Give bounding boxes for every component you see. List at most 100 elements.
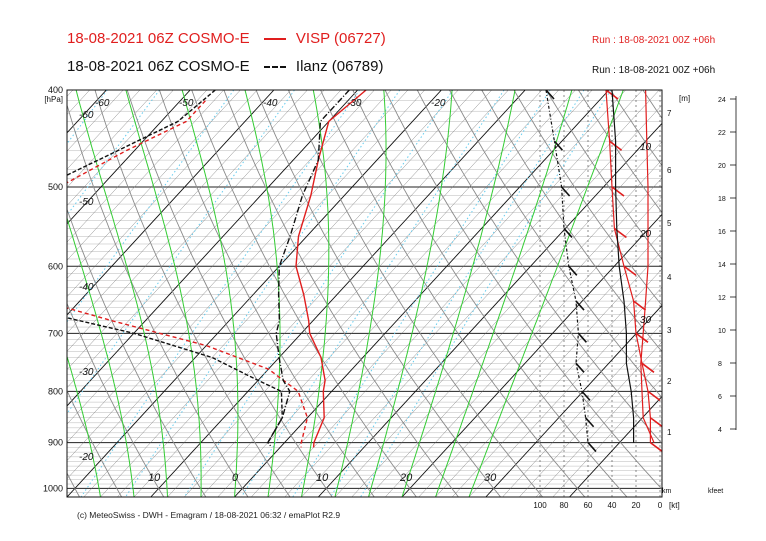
- visp-wind-barb: [611, 186, 625, 197]
- isotherm-left-label: -60: [79, 110, 94, 121]
- isotherm-line: [368, 177, 662, 497]
- ilanz-wind-barb: [545, 90, 555, 100]
- isotherm-left-label: -30: [79, 367, 94, 378]
- feet-tick-label: 22: [718, 130, 726, 137]
- visp-model-run: 18-08-2021 06Z COSMO-E: [67, 30, 250, 47]
- isotherm-line: [67, 90, 241, 279]
- ilanz-wind-barb: [568, 265, 578, 276]
- height-tick-label: 4: [667, 273, 672, 282]
- visp-station-name: VISP (06727): [295, 30, 386, 47]
- feet-tick-label: 16: [718, 229, 726, 236]
- isotherm-bottom-label: 20: [399, 472, 413, 484]
- isotherm-left-label: -50: [79, 197, 94, 208]
- isotherm-line: [234, 90, 610, 497]
- ilanz-wind-barb: [581, 390, 591, 401]
- wind-axis-tick: 100: [533, 501, 547, 510]
- isotherm-line: [67, 90, 442, 497]
- visp-wind-barb: [649, 441, 662, 453]
- dry-adiabat-line: [67, 207, 207, 497]
- dry-adiabat-line: [94, 90, 291, 497]
- dry-adiabat-line: [0, 90, 37, 497]
- pressure-axis-label: [hPa]: [44, 95, 63, 104]
- isotherm-line: [67, 90, 308, 352]
- isotherm-line: [401, 213, 662, 497]
- isotherm-top-label: -50: [179, 98, 194, 109]
- dry-adiabat-line: [352, 90, 628, 497]
- isotherm-line: [67, 90, 208, 243]
- visp-wind-barb: [635, 332, 649, 343]
- moist-adiabat-line: [125, 90, 202, 497]
- isotherm-line: [502, 323, 662, 497]
- wind-axis-tick: 40: [608, 501, 617, 510]
- dry-adiabat-line: [675, 90, 766, 497]
- pressure-tick-label: 700: [48, 328, 63, 338]
- height-tick-label: 1: [667, 428, 672, 437]
- visp-wind-barb: [623, 265, 637, 276]
- moist-adiabat-line: [244, 90, 281, 497]
- isotherm-line: [67, 90, 275, 316]
- pressure-tick-label: 600: [48, 261, 63, 271]
- moist-adiabat-line: [181, 90, 239, 497]
- isotherm-line: [67, 90, 409, 461]
- isotherm-line: [468, 286, 662, 497]
- wind-axis-tick: 0: [658, 501, 663, 510]
- moist-adiabat-line: [67, 354, 101, 497]
- isotherm-top-label: -30: [347, 98, 362, 109]
- ilanz-run-label: Run : 18-08-2021 00Z +06h: [592, 65, 716, 76]
- mixing-ratio-line: [330, 90, 585, 497]
- dry-adiabat-line: [740, 90, 766, 497]
- isotherm-line: [301, 104, 662, 497]
- wind-axis-unit: [kt]: [669, 501, 680, 510]
- isotherm-line: [0, 90, 56, 497]
- isotherm-line: [67, 90, 90, 115]
- isotherm-top-label: -60: [95, 98, 110, 109]
- mixing-ratio-line: [67, 90, 295, 415]
- dry-adiabat-line: [320, 90, 586, 497]
- wind-speed-label: 10: [640, 142, 652, 153]
- copyright-footer: (c) MeteoSwiss - DWH - Emagram / 18-08-2…: [77, 510, 341, 520]
- pressure-tick-label: 500: [48, 182, 63, 192]
- km-label: km: [662, 488, 672, 495]
- ilanz-wind-barb: [561, 186, 571, 197]
- dry-adiabat-line: [578, 90, 662, 214]
- feet-axis-label: kfeet: [708, 488, 723, 495]
- feet-tick-label: 6: [718, 394, 722, 401]
- ilanz-legend-swatch: [263, 66, 286, 69]
- moist-adiabat-line: [301, 90, 330, 497]
- isotherm-line: [67, 90, 258, 298]
- feet-tick-label: 20: [718, 163, 726, 170]
- height-tick-label: 3: [667, 326, 672, 335]
- isotherm-bottom-label: 30: [484, 472, 497, 484]
- isotherm-line: [0, 90, 23, 497]
- isotherm-top-label: -40: [263, 98, 278, 109]
- isotherm-bottom-label: 0: [232, 472, 239, 484]
- isotherm-line: [452, 268, 662, 497]
- isotherm-line: [67, 90, 291, 334]
- feet-tick-label: 4: [718, 427, 722, 434]
- feet-tick-label: 18: [718, 196, 726, 203]
- ilanz-wind-barb: [575, 362, 585, 373]
- dry-adiabat-line: [416, 90, 662, 445]
- dry-adiabat-line: [513, 90, 662, 307]
- isotherm-line: [83, 90, 459, 497]
- ilanz-wind-barb: [585, 417, 595, 428]
- dry-adiabat-line: [67, 302, 165, 497]
- isotherm-line: [67, 90, 425, 480]
- wind-speed-label: 20: [639, 229, 652, 240]
- isotherm-line: [117, 90, 492, 497]
- moist-adiabat-line: [468, 90, 624, 497]
- isotherm-line: [67, 90, 74, 97]
- mixing-ratio-line: [292, 90, 551, 497]
- ilanz-wind-barb: [577, 332, 587, 343]
- isotherm-left-label: -40: [79, 282, 94, 293]
- ilanz-wind-barb: [553, 140, 563, 151]
- dry-adiabat-line: [642, 90, 662, 120]
- isotherm-line: [0, 90, 39, 497]
- height-tick-label: 2: [667, 377, 672, 386]
- moist-adiabat-line: [334, 90, 387, 497]
- height-tick-label: 7: [667, 109, 672, 118]
- feet-tick-label: 12: [718, 295, 726, 302]
- isotherm-line: [251, 90, 626, 497]
- moist-adiabat-line: [435, 90, 573, 497]
